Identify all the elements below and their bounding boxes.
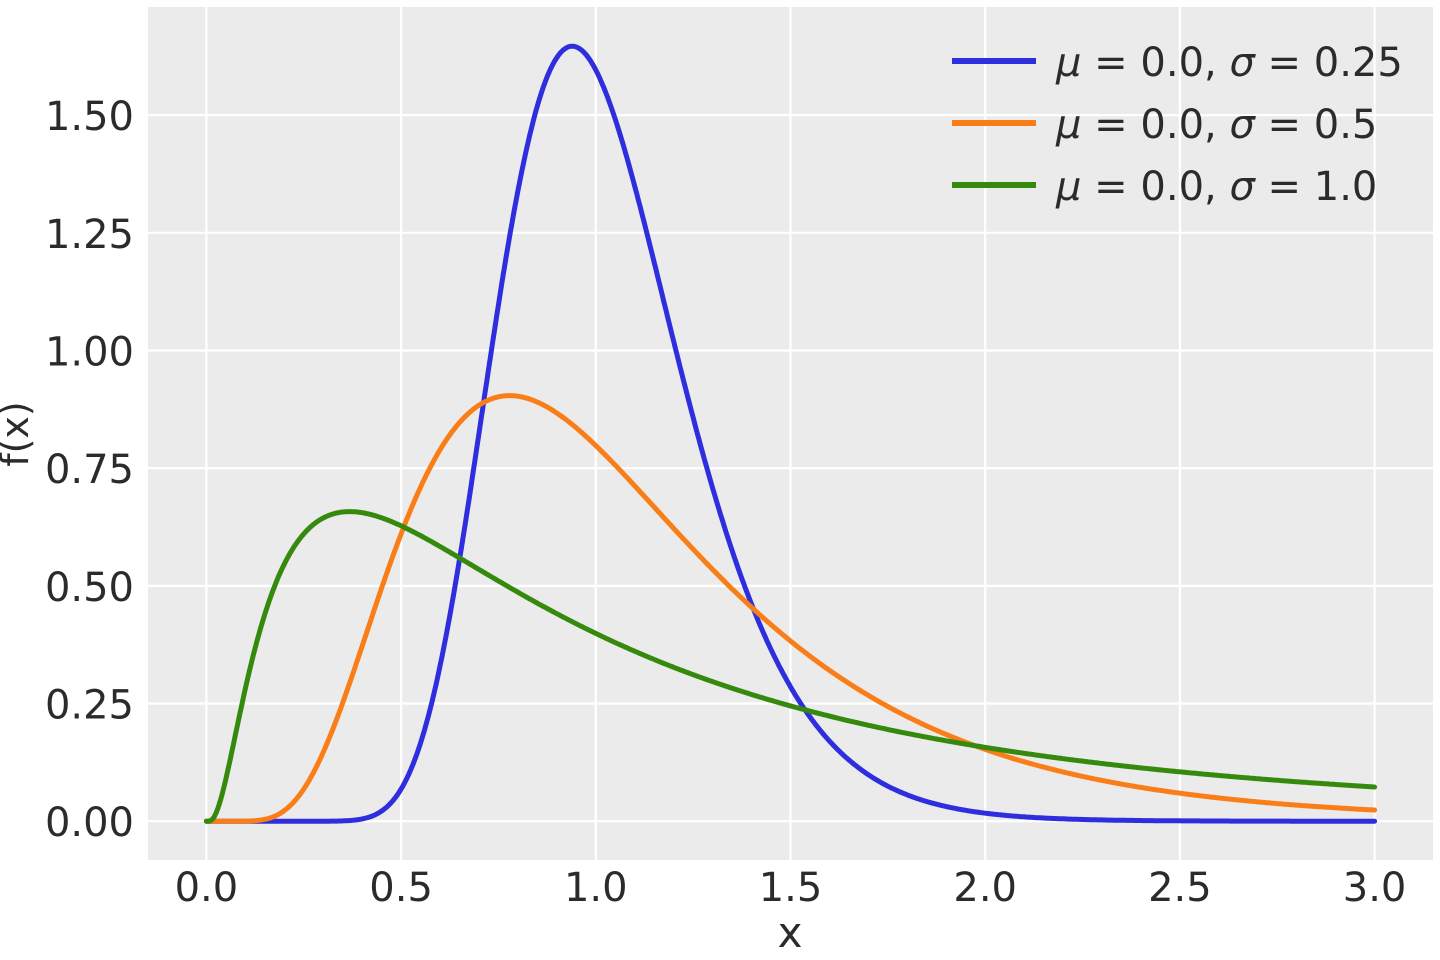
legend: μ = 0.0, σ = 0.25 μ = 0.0, σ = 0.5 μ = 0.0…	[952, 40, 1403, 210]
x-axis-label: x	[778, 908, 803, 957]
legend-item: μ = 0.0, σ = 0.5	[952, 102, 1377, 148]
x-tick-label: 2.5	[1148, 865, 1212, 911]
y-tick-label: 1.25	[45, 212, 134, 258]
x-tick-label: 3.0	[1343, 865, 1407, 911]
y-tick-label: 0.25	[45, 683, 134, 729]
legend-item: μ = 0.0, σ = 0.25	[952, 40, 1403, 86]
y-axis-label: f(x)	[0, 401, 37, 467]
legend-item: μ = 0.0, σ = 1.0	[952, 164, 1377, 210]
x-tick-label: 0.5	[369, 865, 433, 911]
curve-lognormal-mu-0.0-sigma-0.5	[203, 393, 1378, 824]
x-tick-label: 2.0	[953, 865, 1017, 911]
curves	[203, 43, 1378, 824]
legend-label: μ = 0.0, σ = 0.25	[1055, 40, 1403, 86]
y-tick-label: 1.00	[45, 329, 134, 375]
y-tick-label: 1.50	[45, 94, 134, 140]
y-tick-label: 0.50	[45, 565, 134, 611]
x-tick-label: 0.0	[175, 865, 239, 911]
legend-label: μ = 0.0, σ = 0.5	[1055, 102, 1377, 148]
x-tick-label: 1.5	[759, 865, 823, 911]
y-tick-label: 0.00	[45, 800, 134, 846]
y-tick-label: 0.75	[45, 447, 134, 493]
curve-lognormal-mu-0.0-sigma-1.0	[203, 509, 1378, 824]
x-tick-label: 1.0	[564, 865, 628, 911]
curve-lognormal-mu-0.0-sigma-0.25	[203, 43, 1378, 824]
y-tick-labels: 0.00 0.25 0.50 0.75 1.00 1.25 1.50	[45, 94, 134, 846]
legend-label: μ = 0.0, σ = 1.0	[1055, 164, 1377, 210]
x-tick-labels: 0.0 0.5 1.0 1.5 2.0 2.5 3.0	[175, 865, 1407, 911]
